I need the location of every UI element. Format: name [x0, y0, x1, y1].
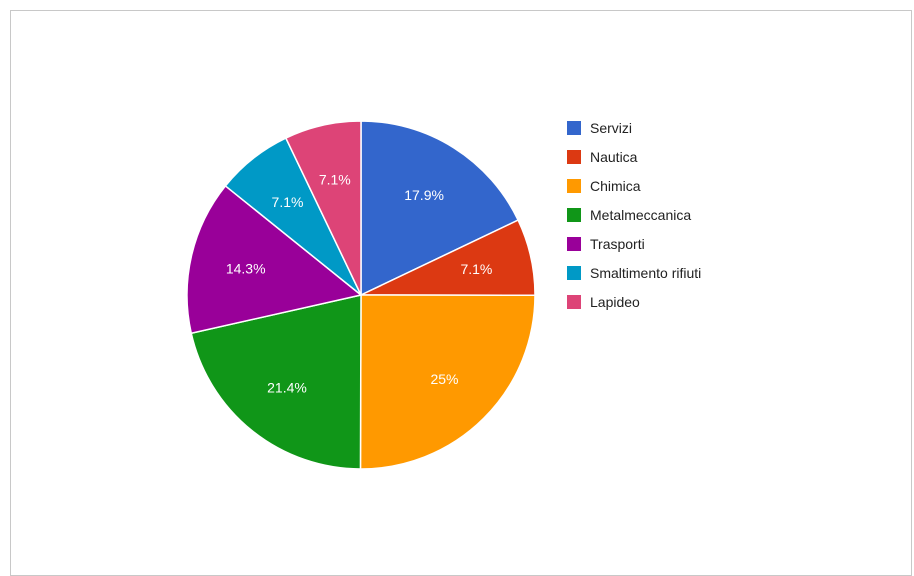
legend-label-servizi: Servizi [590, 120, 632, 136]
pie-slice-labels: 17.9% 7.1% 25% 21.4% 14.3% 7.1% 7.1% [226, 172, 493, 396]
legend-label-nautica: Nautica [590, 149, 638, 165]
legend-swatch-chimica [567, 179, 581, 193]
legend-swatch-metalmeccanica [567, 208, 581, 222]
legend-swatch-servizi [567, 121, 581, 135]
slice-label-servizi: 17.9% [404, 187, 444, 203]
slice-label-lapideo: 7.1% [319, 172, 351, 188]
pie-slice-metalmeccanica [190, 294, 362, 470]
legend-label-chimica: Chimica [590, 178, 641, 194]
chart-legend: Servizi Nautica Chimica Metalmeccanica Trasp… [567, 120, 701, 310]
legend-label-lapideo: Lapideo [590, 294, 640, 310]
legend-swatch-lapideo [567, 295, 581, 309]
slice-label-smaltimento-rifiuti: 7.1% [272, 194, 304, 210]
pie-slice-trasporti [186, 184, 363, 335]
legend-swatch-smaltimento-rifiuti [567, 266, 581, 280]
legend-label-metalmeccanica: Metalmeccanica [590, 207, 691, 223]
pie-slice-chimica [359, 294, 536, 470]
slice-label-nautica: 7.1% [460, 261, 492, 277]
slice-label-trasporti: 14.3% [226, 260, 266, 276]
legend-label-trasporti: Trasporti [590, 236, 645, 252]
pie-slice-servizi [360, 120, 520, 297]
legend-swatch-trasporti [567, 237, 581, 251]
legend-swatch-nautica [567, 150, 581, 164]
legend-label-smaltimento-rifiuti: Smaltimento rifiuti [590, 265, 701, 281]
slice-label-metalmeccanica: 21.4% [267, 379, 307, 395]
pie-slice-lapideo [284, 120, 362, 296]
pie-slices [186, 120, 536, 470]
slice-label-chimica: 25% [430, 371, 458, 387]
